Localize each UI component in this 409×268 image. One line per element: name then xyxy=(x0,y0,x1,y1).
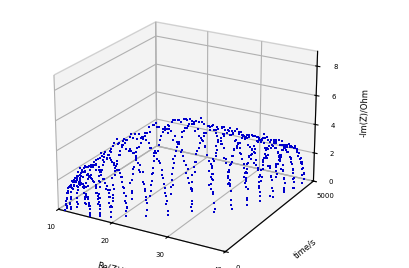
X-axis label: Re(Z)/Ohm: Re(Z)/Ohm xyxy=(96,261,142,268)
Y-axis label: time/s: time/s xyxy=(291,237,317,260)
